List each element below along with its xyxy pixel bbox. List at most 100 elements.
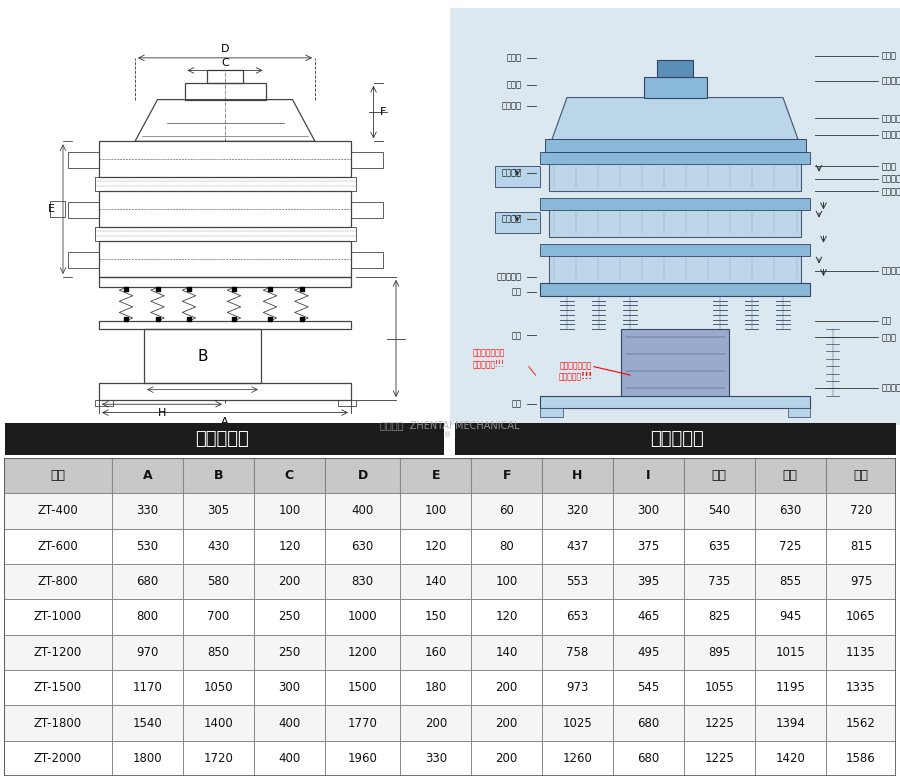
Text: 弹簧: 弹簧	[512, 331, 522, 340]
Bar	[112, 741, 183, 776]
Text: 下部重锤: 下部重锤	[882, 383, 900, 392]
Text: 1065: 1065	[846, 611, 876, 623]
Text: 100: 100	[425, 505, 447, 517]
Text: 压紧环: 压紧环	[507, 80, 522, 90]
Text: D: D	[220, 44, 230, 54]
Text: 375: 375	[637, 540, 660, 553]
Bar	[755, 670, 825, 705]
Bar	[613, 635, 684, 670]
Bar	[825, 741, 896, 776]
Text: 辅助筛网: 辅助筛网	[882, 114, 900, 123]
Bar	[540, 283, 810, 296]
Bar	[613, 458, 684, 493]
Bar	[684, 458, 755, 493]
Bar	[351, 202, 382, 218]
Text: 一般结构图: 一般结构图	[650, 430, 704, 448]
Bar	[825, 529, 896, 564]
Text: 815: 815	[850, 540, 872, 553]
Text: 800: 800	[137, 611, 158, 623]
Bar	[472, 599, 542, 635]
Bar	[254, 458, 325, 493]
Text: 型号: 型号	[50, 469, 66, 482]
Text: 895: 895	[708, 646, 731, 659]
Text: 140: 140	[425, 575, 447, 588]
Text: 1800: 1800	[133, 752, 163, 765]
Bar	[613, 741, 684, 776]
Bar	[613, 529, 684, 564]
Bar	[68, 152, 99, 168]
Text: 外形尺寸图: 外形尺寸图	[195, 430, 249, 448]
Bar	[825, 493, 896, 529]
Bar	[112, 493, 183, 529]
Text: 1400: 1400	[203, 717, 233, 729]
Text: 300: 300	[278, 681, 301, 694]
Bar	[472, 493, 542, 529]
Text: 150: 150	[425, 611, 447, 623]
Bar	[4, 529, 112, 564]
Text: 上部重锤: 上部重锤	[882, 266, 900, 275]
Bar	[4, 635, 112, 670]
Bar	[254, 705, 325, 741]
Bar	[183, 705, 254, 741]
Text: ZT-2000: ZT-2000	[34, 752, 82, 765]
Bar	[684, 564, 755, 599]
Bar	[94, 177, 356, 191]
Bar	[495, 166, 540, 187]
Bar	[184, 83, 266, 100]
Text: 1335: 1335	[846, 681, 876, 694]
Bar	[4, 458, 112, 493]
Text: C: C	[284, 469, 294, 482]
Bar	[99, 191, 351, 227]
Text: 825: 825	[708, 611, 731, 623]
Bar	[657, 60, 693, 76]
Text: B: B	[214, 469, 223, 482]
Text: 250: 250	[278, 646, 301, 659]
Text: F: F	[380, 107, 387, 117]
Bar	[495, 212, 540, 233]
Bar	[144, 329, 261, 383]
Bar	[613, 493, 684, 529]
Text: 束环: 束环	[512, 287, 522, 296]
Bar	[825, 564, 896, 599]
Bar	[4, 493, 112, 529]
Text: 额外重橡板: 额外重橡板	[882, 187, 900, 196]
Bar	[183, 529, 254, 564]
Bar	[613, 670, 684, 705]
Text: 1562: 1562	[846, 717, 876, 729]
Bar	[400, 564, 472, 599]
Text: 630: 630	[352, 540, 374, 553]
Text: 580: 580	[208, 575, 230, 588]
Bar	[4, 705, 112, 741]
Text: 495: 495	[637, 646, 660, 659]
Bar	[472, 705, 542, 741]
Text: 200: 200	[425, 717, 447, 729]
Text: 970: 970	[137, 646, 159, 659]
Text: D: D	[357, 469, 368, 482]
Bar	[94, 227, 356, 242]
Text: 1025: 1025	[562, 717, 592, 729]
Bar	[351, 252, 382, 268]
Text: 300: 300	[637, 505, 660, 517]
Bar	[254, 599, 325, 635]
Text: 120: 120	[425, 540, 447, 553]
Bar	[755, 458, 825, 493]
Text: 1200: 1200	[347, 646, 377, 659]
Text: 1540: 1540	[133, 717, 163, 729]
Bar	[613, 705, 684, 741]
Text: A: A	[221, 417, 229, 427]
Text: 1720: 1720	[203, 752, 233, 765]
Bar	[325, 599, 400, 635]
Text: 250: 250	[278, 611, 301, 623]
Bar	[325, 564, 400, 599]
Bar	[183, 741, 254, 776]
Text: 1586: 1586	[846, 752, 876, 765]
Text: F: F	[502, 469, 511, 482]
Text: 437: 437	[566, 540, 589, 553]
Bar	[540, 243, 810, 256]
Text: 720: 720	[850, 505, 872, 517]
Text: 545: 545	[637, 681, 660, 694]
Text: 635: 635	[708, 540, 731, 553]
Bar	[825, 635, 896, 670]
Text: 200: 200	[496, 681, 518, 694]
Text: 电动机: 电动机	[882, 333, 897, 342]
